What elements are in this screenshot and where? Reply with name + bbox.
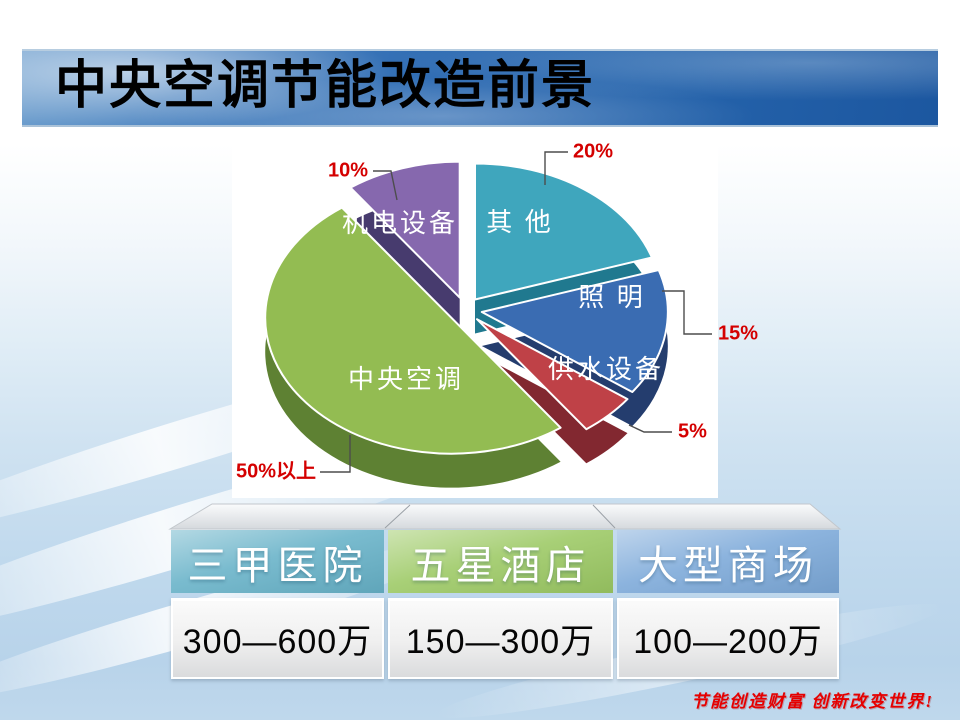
pie-slice xyxy=(476,318,629,431)
pie-callout-label: 20% xyxy=(573,140,613,162)
pie-slice-label: 中央空调 xyxy=(348,365,464,394)
pie-callout-label: 15% xyxy=(718,322,758,344)
table-3d-seam-right xyxy=(592,504,616,529)
pie-chart: 其 他 20% 照 明 15% 供水设备 5% 中央空调 50%以上 机电设备 10% xyxy=(236,140,758,488)
pie-slice-label: 照 明 xyxy=(578,283,646,312)
table-3d-top xyxy=(168,503,842,530)
pie-callout-line xyxy=(628,424,672,433)
slide-title: 中央空调节能改造前景 xyxy=(55,58,596,115)
pie-slice xyxy=(349,160,461,299)
table-3d-top-face xyxy=(168,503,842,530)
table-value-mall: 100—200万 xyxy=(617,598,839,679)
pie-callout-label: 50%以上 xyxy=(236,459,316,482)
pie-slice xyxy=(264,206,562,455)
pie-slice xyxy=(474,162,653,301)
pie-slice-label: 其 他 xyxy=(486,208,554,237)
title-banner: 中央空调节能改造前景 xyxy=(22,49,938,127)
table-header-hospital: 三甲医院 xyxy=(171,530,384,593)
chart-panel: 其 他 20% 照 明 15% 供水设备 5% 中央空调 50%以上 机电设备 10% xyxy=(232,128,758,498)
pie-callout-line xyxy=(544,151,568,185)
slogan-text: 节能创造财富 创新改变世界! xyxy=(691,692,934,711)
table-3d-seam-left xyxy=(384,504,411,529)
pie-callout-line xyxy=(373,170,398,201)
pie-callout-label: 5% xyxy=(678,420,707,442)
pie-slice-label: 供水设备 xyxy=(548,355,664,384)
table-header-mall: 大型商场 xyxy=(617,530,839,593)
table-value-hospital: 300—600万 xyxy=(171,598,384,679)
pie-slice xyxy=(480,269,669,393)
table-value-hotel: 150—300万 xyxy=(388,598,613,679)
table-header-hotel: 五星酒店 xyxy=(388,530,613,593)
pie-slice-label: 机电设备 xyxy=(342,209,458,238)
pie-callout-line xyxy=(662,290,712,335)
pie-callout-label: 10% xyxy=(328,159,368,181)
pie-callout-line xyxy=(320,435,351,473)
